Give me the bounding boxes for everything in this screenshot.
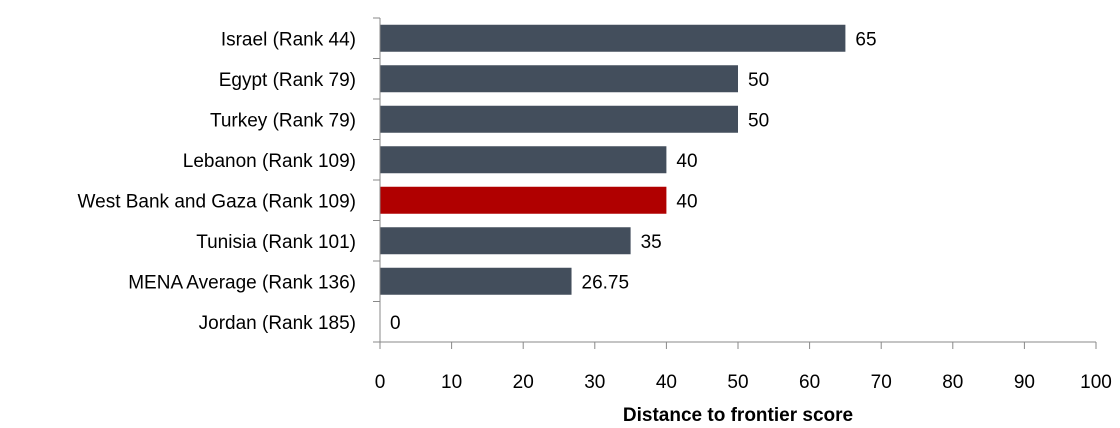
bar [380,267,572,295]
x-tick-label: 30 [584,372,605,393]
bar [380,65,738,93]
x-tick-label: 40 [656,372,677,393]
category-labels-group: Israel (Rank 44) Egypt (Rank 79) Turkey (R… [78,29,356,334]
bar [380,186,667,214]
value-label: 35 [641,232,662,253]
x-tick-label: 100 [1080,372,1112,393]
value-label: 26.75 [582,272,630,293]
x-tick-label: 70 [871,372,892,393]
value-label: 40 [676,151,697,172]
category-label: West Bank and Gaza (Rank 109) [78,191,356,212]
x-tick-label: 10 [441,372,462,393]
x-tick-label: 60 [799,372,820,393]
category-label: Tunisia (Rank 101) [196,232,356,253]
category-label: Israel (Rank 44) [221,29,356,50]
x-tick-label: 0 [375,372,386,393]
x-tick-label: 20 [513,372,534,393]
x-tick-label: 80 [942,372,963,393]
axes-group [373,17,1097,349]
category-label: Jordan (Rank 185) [199,313,356,334]
x-tick-label: 90 [1014,372,1035,393]
category-label: MENA Average (Rank 136) [128,272,356,293]
value-label: 40 [676,191,697,212]
value-label: 65 [855,29,876,50]
value-label: 50 [748,70,769,91]
x-tick-label: 50 [727,372,748,393]
bar [380,227,631,255]
category-label: Egypt (Rank 79) [219,70,356,91]
bar [380,24,846,52]
category-label: Turkey (Rank 79) [210,110,356,131]
value-label: 50 [748,110,769,131]
bar [380,146,667,174]
x-tick-labels-group: 0 10 20 30 40 50 60 70 80 90 100 [375,372,1112,393]
bar [380,105,738,133]
value-labels-group: 65 50 50 40 40 35 26.75 0 [390,29,877,334]
value-label: 0 [390,313,401,334]
bars-group [380,24,846,295]
x-axis-title: Distance to frontier score [623,405,853,426]
category-label: Lebanon (Rank 109) [183,151,356,172]
